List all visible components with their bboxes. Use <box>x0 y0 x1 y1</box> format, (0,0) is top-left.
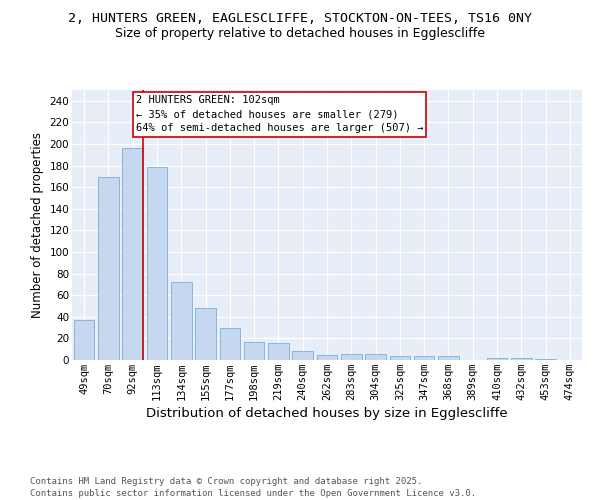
Bar <box>511 358 532 360</box>
Bar <box>195 308 216 360</box>
Bar <box>341 354 362 360</box>
Bar <box>389 356 410 360</box>
Text: 2, HUNTERS GREEN, EAGLESCLIFFE, STOCKTON-ON-TEES, TS16 0NY: 2, HUNTERS GREEN, EAGLESCLIFFE, STOCKTON… <box>68 12 532 26</box>
Bar <box>244 342 265 360</box>
Text: Contains HM Land Registry data © Crown copyright and database right 2025.
Contai: Contains HM Land Registry data © Crown c… <box>30 476 476 498</box>
Bar <box>438 356 459 360</box>
Bar <box>98 178 119 360</box>
Text: 2 HUNTERS GREEN: 102sqm
← 35% of detached houses are smaller (279)
64% of semi-d: 2 HUNTERS GREEN: 102sqm ← 35% of detache… <box>136 96 423 134</box>
Bar <box>268 342 289 360</box>
Bar <box>414 356 434 360</box>
Bar <box>220 328 240 360</box>
Bar <box>74 320 94 360</box>
Bar <box>292 352 313 360</box>
Bar <box>487 358 508 360</box>
Bar <box>535 359 556 360</box>
Bar <box>146 166 167 360</box>
Bar <box>122 148 143 360</box>
Y-axis label: Number of detached properties: Number of detached properties <box>31 132 44 318</box>
X-axis label: Distribution of detached houses by size in Egglescliffe: Distribution of detached houses by size … <box>146 407 508 420</box>
Bar <box>365 354 386 360</box>
Bar <box>171 282 191 360</box>
Text: Size of property relative to detached houses in Egglescliffe: Size of property relative to detached ho… <box>115 28 485 40</box>
Bar <box>317 354 337 360</box>
